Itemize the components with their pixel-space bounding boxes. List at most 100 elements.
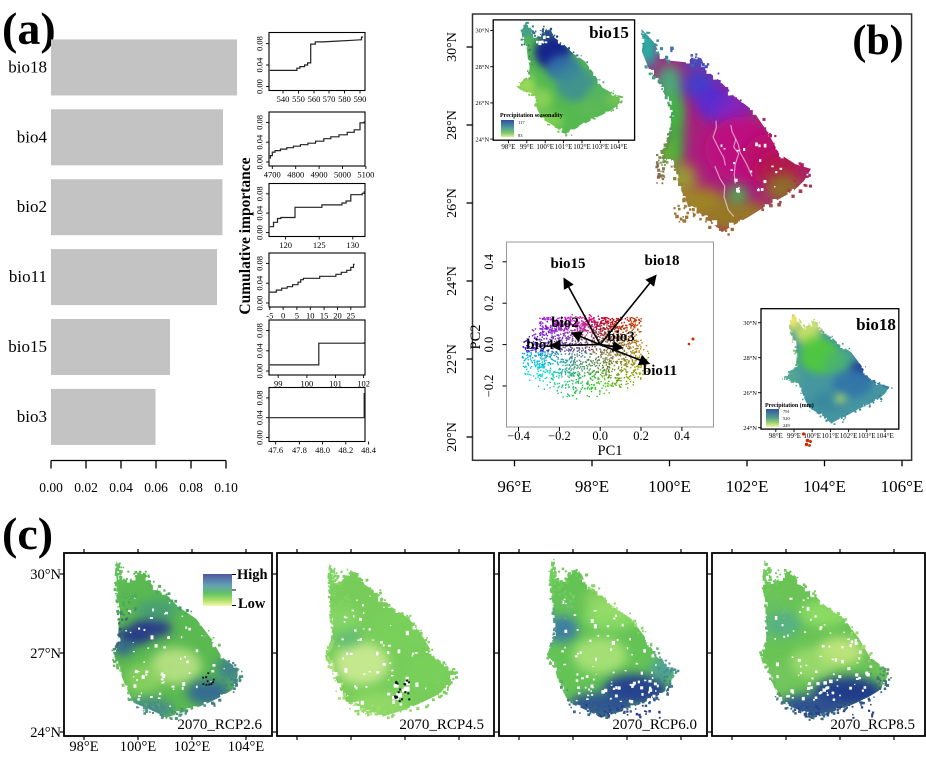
svg-text:0.00: 0.00 xyxy=(255,79,265,94)
svg-text:High: High xyxy=(237,567,268,583)
svg-text:0.06: 0.06 xyxy=(144,480,168,495)
svg-text:4900: 4900 xyxy=(311,170,328,180)
svg-text:104°E: 104°E xyxy=(803,477,846,496)
svg-text:47.6: 47.6 xyxy=(268,445,283,455)
svg-text:2070_RCP6.0: 2070_RCP6.0 xyxy=(612,717,697,733)
svg-text:104°E: 104°E xyxy=(876,432,894,440)
svg-text:101°E: 101°E xyxy=(555,143,573,151)
svg-text:0.00: 0.00 xyxy=(39,480,63,495)
svg-text:5: 5 xyxy=(295,311,299,321)
svg-text:0.10: 0.10 xyxy=(214,480,238,495)
svg-text:28°N: 28°N xyxy=(445,110,460,140)
svg-text:bio15: bio15 xyxy=(8,337,47,356)
svg-text:30°N: 30°N xyxy=(743,320,757,327)
svg-text:0.00: 0.00 xyxy=(255,296,265,311)
svg-text:100: 100 xyxy=(301,379,314,389)
svg-text:bio2: bio2 xyxy=(551,315,579,331)
svg-text:570: 570 xyxy=(323,94,336,104)
svg-text:106°E: 106°E xyxy=(881,477,924,496)
svg-text:20: 20 xyxy=(333,311,342,321)
svg-text:24°N: 24°N xyxy=(475,136,489,143)
svg-text:0.04: 0.04 xyxy=(109,480,133,495)
svg-text:99: 99 xyxy=(274,379,283,389)
svg-text:2070_RCP8.5: 2070_RCP8.5 xyxy=(830,717,915,733)
svg-text:99°E: 99°E xyxy=(787,432,801,440)
svg-text:26°N: 26°N xyxy=(475,100,489,107)
svg-text:0.08: 0.08 xyxy=(255,390,265,405)
svg-text:103°E: 103°E xyxy=(858,432,876,440)
svg-text:0.08: 0.08 xyxy=(255,36,265,51)
svg-text:bio3: bio3 xyxy=(607,329,635,345)
svg-text:bio2: bio2 xyxy=(17,197,47,216)
svg-text:47.8: 47.8 xyxy=(292,445,307,455)
svg-text:104°E: 104°E xyxy=(610,143,628,151)
svg-text:5000: 5000 xyxy=(334,170,351,180)
svg-text:0.4: 0.4 xyxy=(674,429,690,443)
svg-text:48.0: 48.0 xyxy=(315,445,330,455)
svg-text:104°E: 104°E xyxy=(228,739,265,755)
svg-text:−0.4: −0.4 xyxy=(507,429,530,443)
svg-text:590: 590 xyxy=(354,94,367,104)
svg-text:PC2: PC2 xyxy=(468,325,484,350)
svg-text:28°N: 28°N xyxy=(475,64,489,71)
svg-text:0.00: 0.00 xyxy=(255,364,265,379)
svg-text:0.0: 0.0 xyxy=(482,337,496,353)
svg-text:0.00: 0.00 xyxy=(255,430,265,445)
svg-text:2070_RCP2.6: 2070_RCP2.6 xyxy=(177,717,262,733)
svg-text:249: 249 xyxy=(783,423,791,428)
svg-text:30°N: 30°N xyxy=(475,28,489,35)
svg-text:0.0: 0.0 xyxy=(592,429,608,443)
svg-text:−0.2: −0.2 xyxy=(482,375,496,398)
svg-text:791: 791 xyxy=(783,409,790,414)
svg-text:15: 15 xyxy=(320,311,329,321)
svg-text:30°N: 30°N xyxy=(445,32,460,62)
svg-text:Precipitation (mm): Precipitation (mm) xyxy=(765,402,814,409)
svg-text:bio4: bio4 xyxy=(17,127,48,146)
svg-text:bio18: bio18 xyxy=(644,253,679,269)
svg-text:102°E: 102°E xyxy=(174,739,211,755)
svg-text:83: 83 xyxy=(518,133,523,138)
svg-text:0.08: 0.08 xyxy=(255,256,265,271)
svg-text:99°E: 99°E xyxy=(520,143,534,151)
svg-text:bio15: bio15 xyxy=(550,256,585,272)
svg-text:bio4: bio4 xyxy=(526,337,554,353)
svg-text:130: 130 xyxy=(346,240,359,250)
svg-text:125: 125 xyxy=(313,240,326,250)
svg-text:(a): (a) xyxy=(2,3,56,54)
svg-text:100°E: 100°E xyxy=(648,477,691,496)
svg-text:0.08: 0.08 xyxy=(255,323,265,338)
svg-text:102°E: 102°E xyxy=(726,477,769,496)
svg-text:98°E: 98°E xyxy=(575,477,609,496)
svg-text:10: 10 xyxy=(306,311,315,321)
svg-text:0.04: 0.04 xyxy=(255,275,265,291)
svg-text:0.02: 0.02 xyxy=(74,480,98,495)
svg-text:0.08: 0.08 xyxy=(255,115,265,130)
svg-text:26°N: 26°N xyxy=(445,188,460,218)
svg-text:0.04: 0.04 xyxy=(255,343,265,359)
svg-text:25: 25 xyxy=(347,311,356,321)
svg-text:bio3: bio3 xyxy=(17,407,47,426)
svg-text:48.4: 48.4 xyxy=(361,445,377,455)
svg-text:-5: -5 xyxy=(266,311,273,321)
svg-text:0.04: 0.04 xyxy=(255,205,265,221)
svg-text:(c): (c) xyxy=(2,508,53,559)
svg-text:102°E: 102°E xyxy=(573,143,591,151)
svg-text:100°E: 100°E xyxy=(803,432,821,440)
svg-text:0.04: 0.04 xyxy=(255,410,265,426)
svg-text:bio18: bio18 xyxy=(856,315,896,334)
svg-text:101: 101 xyxy=(329,379,342,389)
svg-text:5100: 5100 xyxy=(357,170,374,180)
svg-text:100°E: 100°E xyxy=(120,739,157,755)
svg-text:550: 550 xyxy=(292,94,305,104)
svg-text:100°E: 100°E xyxy=(536,143,554,151)
svg-text:48.2: 48.2 xyxy=(338,445,353,455)
svg-text:Low: Low xyxy=(238,596,266,612)
svg-text:30°N: 30°N xyxy=(30,567,61,583)
svg-text:580: 580 xyxy=(338,94,351,104)
svg-text:0.2: 0.2 xyxy=(633,429,649,443)
svg-text:120: 120 xyxy=(279,240,292,250)
svg-text:98°E: 98°E xyxy=(501,143,515,151)
svg-text:103°E: 103°E xyxy=(592,143,610,151)
svg-text:24°N: 24°N xyxy=(445,266,460,296)
svg-text:Cumulative importance: Cumulative importance xyxy=(237,157,254,314)
